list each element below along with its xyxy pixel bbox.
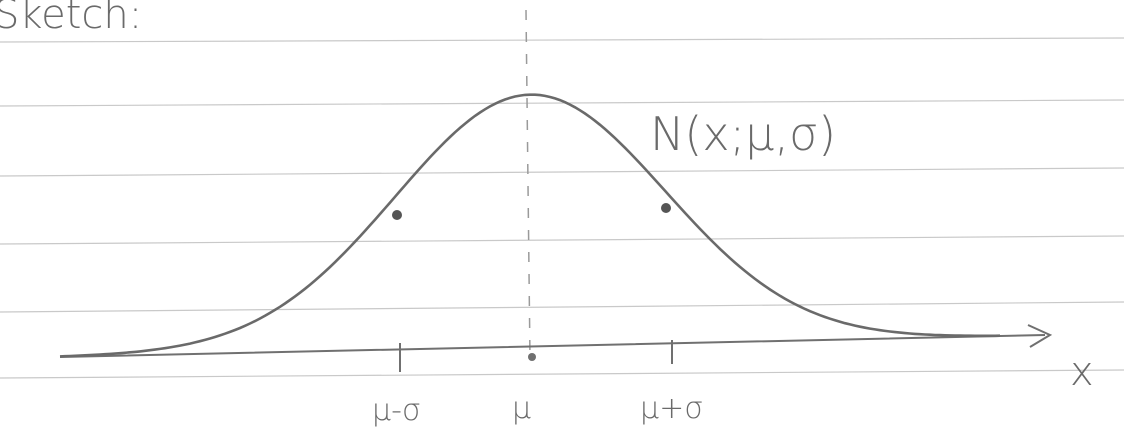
tick-label: μ [512, 391, 531, 426]
title: Sketch: [0, 0, 142, 38]
ruled-line [0, 168, 1124, 176]
page: Sketch: N(x;μ,σ) x μ-σ μ μ+σ (() => { co… [0, 0, 1124, 436]
paper-lines [0, 38, 1124, 378]
ruled-line [0, 370, 1124, 378]
x-axis [60, 325, 1050, 357]
axis-label: x [1070, 349, 1094, 395]
mean-dot [528, 353, 536, 361]
inflection-dot [661, 203, 671, 213]
bell-curve [60, 95, 1000, 357]
inflection-dot [392, 210, 402, 220]
ruled-line [0, 302, 1124, 312]
ruled-line [0, 236, 1124, 244]
tick-label: μ-σ [372, 393, 421, 428]
tick-label: μ+σ [640, 391, 703, 426]
curve-label: N(x;μ,σ) [650, 107, 836, 161]
ruled-line [0, 38, 1124, 42]
mean-line [526, 10, 530, 358]
sketch: Sketch: N(x;μ,σ) x μ-σ μ μ+σ [0, 0, 1124, 436]
